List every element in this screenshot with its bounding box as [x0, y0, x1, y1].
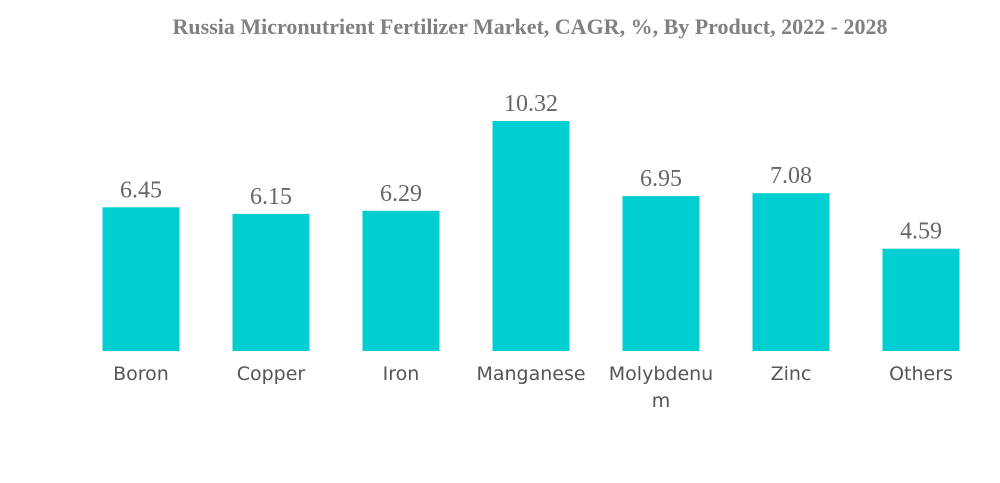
value-label-iron: 6.29 — [380, 181, 422, 207]
value-label-molybdenum: 6.95 — [640, 166, 682, 192]
bar-zinc — [752, 193, 830, 351]
value-label-copper: 6.15 — [250, 184, 292, 210]
bars-group — [102, 121, 960, 352]
bar-manganese — [492, 121, 570, 351]
bar-others — [882, 248, 960, 351]
bar-molybdenum — [622, 196, 700, 351]
value-labels-group: 6.45 6.15 6.29 10.32 6.95 7.08 4.59 — [120, 91, 942, 245]
chart-title: Russia Micronutrient Fertilizer Market, … — [172, 14, 888, 39]
category-label-boron: Boron — [113, 363, 169, 385]
category-label-others: Others — [889, 363, 953, 385]
bar-boron — [102, 207, 180, 352]
value-label-others: 4.59 — [900, 219, 942, 245]
category-labels-group: Boron Copper Iron Manganese Molybdenu m Zinc Ot… — [113, 363, 953, 412]
category-label-copper: Copper — [237, 363, 306, 385]
category-label-iron: Iron — [383, 363, 420, 385]
value-label-boron: 6.45 — [120, 177, 162, 203]
value-label-manganese: 10.32 — [504, 91, 558, 117]
bar-copper — [232, 213, 310, 351]
category-label-molybdenum: Molybdenu m — [609, 363, 713, 412]
bar-iron — [362, 210, 440, 351]
category-label-zinc: Zinc — [771, 363, 812, 385]
category-label-manganese: Manganese — [476, 363, 585, 385]
value-label-zinc: 7.08 — [770, 163, 812, 189]
